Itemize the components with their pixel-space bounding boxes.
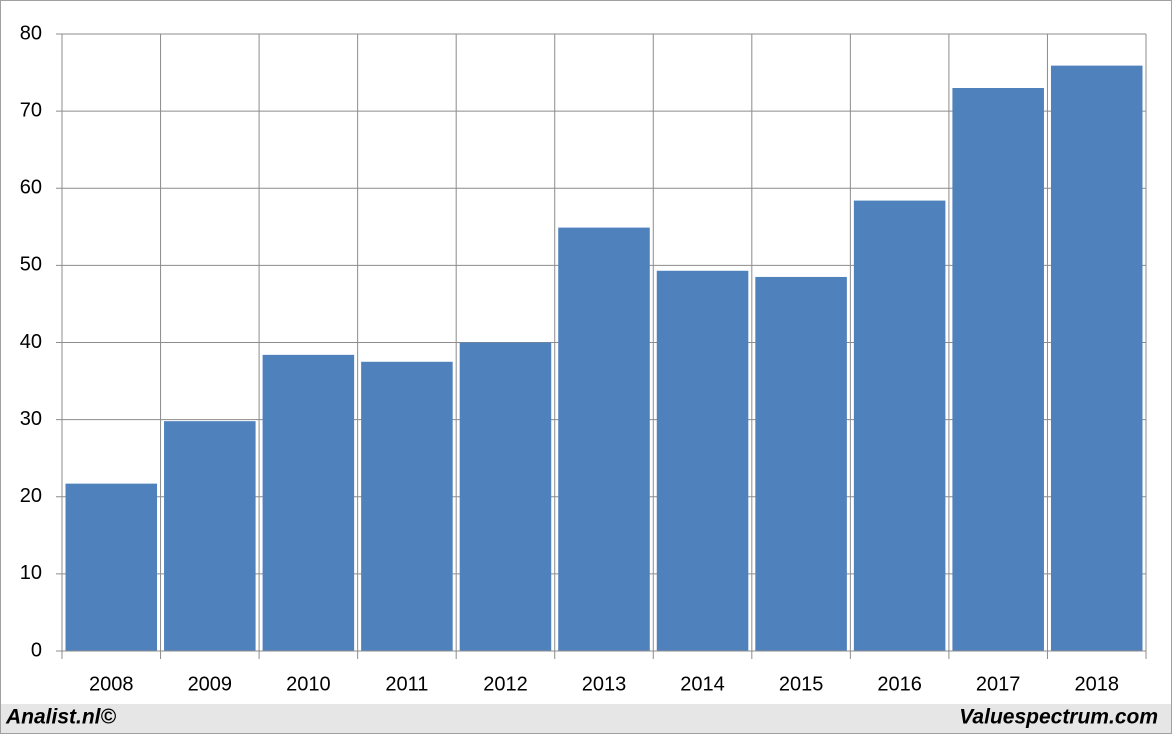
bar bbox=[755, 276, 847, 651]
source-right: Valuespectrum.com bbox=[959, 706, 1158, 729]
y-tick-label: 80 bbox=[20, 22, 42, 44]
bar bbox=[558, 227, 650, 652]
y-tick-label: 20 bbox=[20, 485, 42, 507]
bar bbox=[853, 200, 946, 651]
bar bbox=[164, 421, 256, 651]
x-tick-label: 2009 bbox=[188, 673, 233, 695]
y-tick-label: 0 bbox=[31, 639, 42, 661]
footer-band bbox=[1, 704, 1171, 733]
bar bbox=[656, 270, 749, 651]
bar bbox=[952, 87, 1044, 652]
bar bbox=[262, 354, 355, 651]
y-tick-label: 10 bbox=[20, 562, 42, 584]
x-tick-label: 2014 bbox=[680, 673, 725, 695]
bar bbox=[65, 483, 158, 651]
bar bbox=[459, 342, 552, 651]
x-tick-label: 2015 bbox=[779, 673, 824, 695]
y-tick-label: 40 bbox=[20, 331, 42, 353]
x-tick-label: 2011 bbox=[385, 673, 428, 695]
x-tick-label: 2013 bbox=[582, 673, 627, 695]
bar bbox=[361, 361, 453, 651]
source-left: Analist.nl© bbox=[5, 706, 117, 729]
x-tick-label: 2012 bbox=[483, 673, 528, 695]
y-tick-label: 30 bbox=[20, 408, 42, 430]
x-tick-label: 2018 bbox=[1074, 673, 1119, 695]
y-tick-label: 50 bbox=[20, 254, 42, 276]
x-tick-label: 2008 bbox=[89, 673, 134, 695]
x-tick-label: 2017 bbox=[976, 673, 1021, 695]
y-tick-label: 70 bbox=[20, 99, 42, 121]
x-tick-label: 2016 bbox=[877, 673, 922, 695]
bar bbox=[1050, 65, 1143, 652]
x-tick-label: 2010 bbox=[286, 673, 331, 695]
y-tick-label: 60 bbox=[20, 177, 42, 199]
